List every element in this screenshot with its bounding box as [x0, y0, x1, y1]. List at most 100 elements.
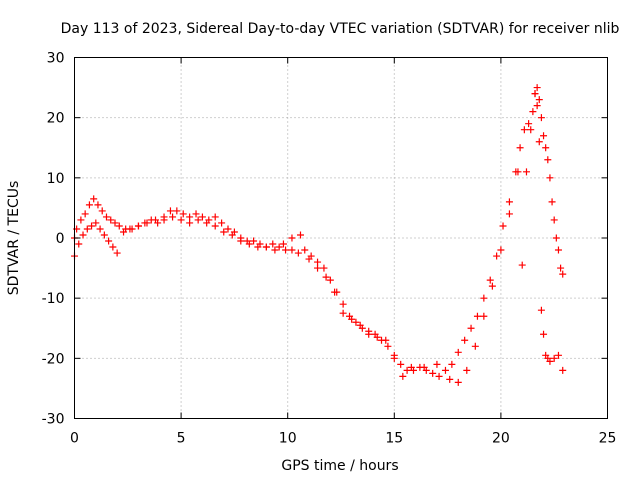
data-point [98, 207, 106, 215]
data-point [471, 342, 479, 350]
data-point [224, 225, 232, 233]
data-points [71, 84, 567, 386]
data-point [537, 306, 545, 314]
y-axis-title: SDTVAR / TECUs [6, 181, 22, 296]
data-point [314, 258, 322, 266]
x-tick-label: 10 [279, 431, 297, 447]
data-point [435, 372, 443, 380]
y-tick-labels: -30 -20 -10 0 10 20 30 [42, 51, 65, 428]
x-tick-label: 20 [492, 431, 510, 447]
data-point [79, 231, 87, 239]
data-point [433, 360, 441, 368]
data-point [499, 222, 507, 230]
grid [74, 57, 608, 419]
data-point [554, 246, 562, 254]
y-tick-label: -10 [42, 291, 65, 307]
data-point [441, 366, 449, 374]
data-point [228, 231, 236, 239]
data-point [339, 309, 347, 317]
data-point [288, 246, 296, 254]
y-tick-label: 0 [56, 231, 65, 247]
data-point [505, 198, 513, 206]
data-point [559, 270, 567, 278]
data-point [113, 249, 121, 257]
data-point [107, 216, 115, 224]
data-point [173, 207, 181, 215]
data-point [529, 108, 537, 116]
data-point [520, 126, 528, 134]
data-point [407, 363, 415, 371]
series-2 [71, 90, 567, 386]
data-point [480, 294, 488, 302]
x-axis-title: GPS time / hours [281, 458, 398, 474]
data-point [83, 225, 91, 233]
data-point [488, 282, 496, 290]
data-point [454, 348, 462, 356]
data-point [177, 216, 185, 224]
data-point [326, 276, 334, 284]
x-tick-label: 5 [177, 431, 186, 447]
data-point [166, 207, 174, 215]
data-point [186, 219, 194, 227]
data-point [320, 264, 328, 272]
data-point [105, 237, 113, 245]
data-point [429, 369, 437, 377]
data-point [245, 240, 253, 248]
data-point [533, 84, 541, 92]
data-point [279, 240, 287, 248]
data-point [81, 210, 89, 218]
data-point [339, 300, 347, 308]
data-point [198, 213, 206, 221]
data-point [533, 102, 541, 110]
data-point [497, 246, 505, 254]
data-point [102, 213, 110, 221]
data-point [75, 240, 83, 248]
data-point [94, 201, 102, 209]
data-point [365, 330, 373, 338]
data-point [356, 321, 364, 329]
data-point [540, 330, 548, 338]
data-point [552, 234, 560, 242]
data-point [535, 96, 543, 104]
data-point [85, 201, 93, 209]
data-point [169, 213, 177, 221]
data-point [550, 216, 558, 224]
data-point [269, 240, 277, 248]
data-point [143, 219, 151, 227]
data-point [90, 195, 98, 203]
data-point [352, 318, 360, 326]
y-tick-label: -20 [42, 351, 65, 367]
axis-ticks [74, 57, 608, 419]
series-1 [71, 84, 567, 380]
data-point [192, 210, 200, 218]
data-point [115, 222, 123, 230]
data-point [120, 228, 128, 236]
data-point [373, 333, 381, 341]
y-tick-label: 10 [47, 171, 65, 187]
data-point [548, 198, 556, 206]
data-point [557, 264, 565, 272]
data-point [288, 234, 296, 242]
y-tick-label: 20 [47, 111, 65, 127]
data-point [463, 366, 471, 374]
data-point [546, 174, 554, 182]
data-point [544, 156, 552, 164]
data-point [237, 237, 245, 245]
data-point [382, 336, 390, 344]
data-point [126, 225, 134, 233]
data-point [559, 366, 567, 374]
data-point [88, 222, 96, 230]
data-point [531, 90, 539, 98]
data-point [331, 288, 339, 296]
data-point [493, 252, 501, 260]
data-point [271, 246, 279, 254]
data-point [467, 324, 475, 332]
data-point [211, 213, 219, 221]
data-point [514, 168, 522, 176]
data-point [134, 222, 142, 230]
data-point [448, 360, 456, 368]
data-point [305, 255, 313, 263]
x-tick-label: 25 [599, 431, 617, 447]
data-point [179, 210, 187, 218]
